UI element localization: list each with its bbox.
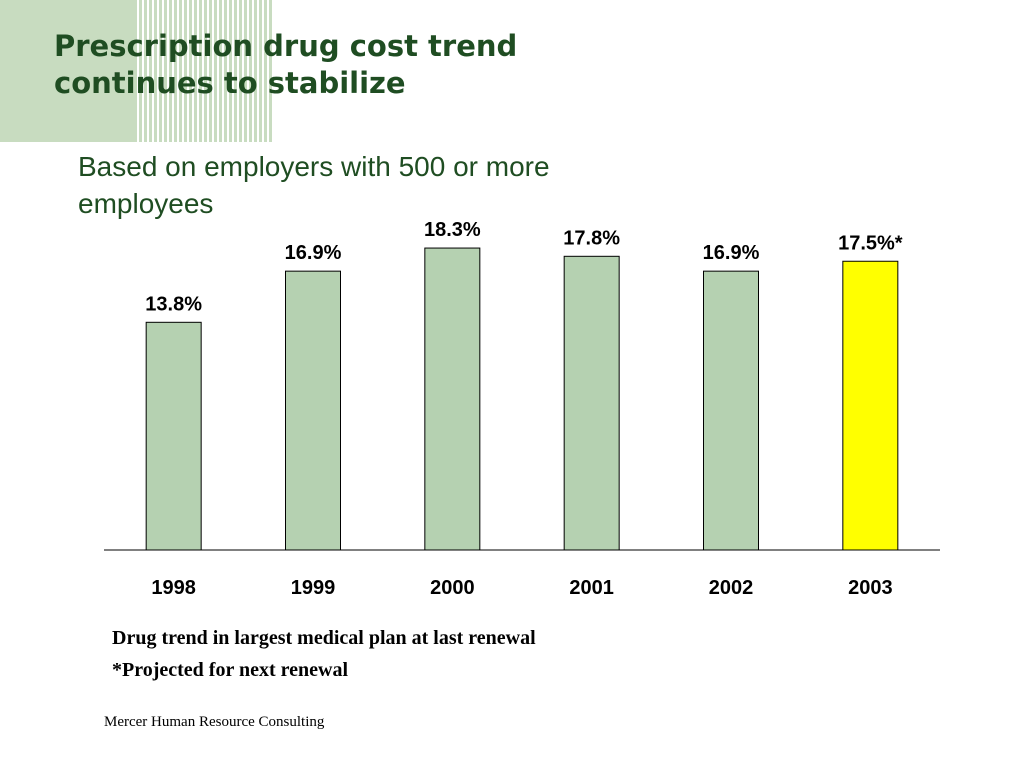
bar-2001 xyxy=(563,255,620,551)
x-tick-label-2003: 2003 xyxy=(848,577,893,599)
bar-2000 xyxy=(424,247,481,551)
x-tick-label-2000: 2000 xyxy=(430,577,475,599)
bar-1998 xyxy=(145,321,202,551)
bar-2003 xyxy=(842,260,899,551)
note-projected: *Projected for next renewal xyxy=(112,659,349,681)
data-label-1999: 16.9% xyxy=(285,242,342,264)
data-label-2001: 17.8% xyxy=(563,227,620,249)
x-tick-labels-layer: 1998 1999 2000 2001 2002 2003 xyxy=(151,577,892,599)
bar-2002 xyxy=(703,270,759,551)
x-tick-label-2002: 2002 xyxy=(709,577,754,599)
bar-1999 xyxy=(285,270,341,551)
bar-chart: 13.8% 16.9% 18.3% 17.8% 16.9% 17.5%* 1998 1999… xyxy=(104,220,940,599)
x-tick-label-1999: 1999 xyxy=(291,577,336,599)
chart-notes: Drug trend in largest medical plan at la… xyxy=(112,622,536,686)
data-label-2000: 18.3% xyxy=(424,220,481,241)
data-labels-layer: 13.8% 16.9% 18.3% 17.8% 16.9% 17.5%* xyxy=(145,220,902,315)
footer-credit: Mercer Human Resource Consulting xyxy=(104,714,325,730)
x-tick-label-2001: 2001 xyxy=(569,577,614,599)
decorative-stripes xyxy=(134,0,272,142)
bars-layer xyxy=(145,247,899,551)
x-tick-label-1998: 1998 xyxy=(151,577,196,599)
slide-title: Prescription drug cost trend continues t… xyxy=(54,29,518,100)
data-label-1998: 13.8% xyxy=(145,293,202,315)
slide-subtitle: Based on employers with 500 or more empl… xyxy=(78,151,550,219)
data-label-2002: 16.9% xyxy=(703,242,760,264)
note-drug-trend: Drug trend in largest medical plan at la… xyxy=(112,627,536,649)
data-label-2003: 17.5%* xyxy=(838,232,903,254)
